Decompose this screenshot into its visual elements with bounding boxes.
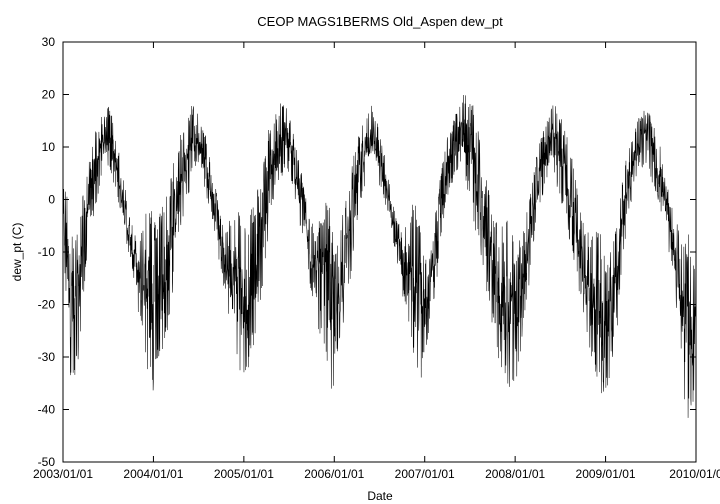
- y-tick-label: 0: [48, 193, 55, 207]
- chart-title: CEOP MAGS1BERMS Old_Aspen dew_pt: [257, 14, 503, 29]
- y-tick-label: 30: [42, 35, 56, 49]
- y-tick-label: -30: [38, 350, 56, 364]
- x-tick-label: 2007/01/01: [395, 467, 455, 481]
- x-tick-label: 2009/01/01: [576, 467, 636, 481]
- x-tick-label: 2004/01/01: [123, 467, 183, 481]
- x-tick-label: 2010/01/0: [669, 467, 720, 481]
- y-tick-label: -40: [38, 403, 56, 417]
- y-tick-label: -10: [38, 245, 56, 259]
- y-tick-label: -50: [38, 455, 56, 469]
- x-tick-label: 2005/01/01: [214, 467, 274, 481]
- y-axis: -50 -40 -30 -20 -10 0 10 20 30: [38, 35, 696, 469]
- y-tick-label: 10: [42, 140, 56, 154]
- x-tick-label: 2006/01/01: [304, 467, 364, 481]
- series-dew-pt: [62, 95, 697, 418]
- x-axis: 2003/01/01 2004/01/01 2005/01/01 2006/01/01…: [33, 42, 720, 481]
- y-axis-label: dew_pt (C): [10, 223, 24, 282]
- series-line-dew-pt: [62, 95, 697, 418]
- y-tick-label: -20: [38, 298, 56, 312]
- x-tick-label: 2008/01/01: [485, 467, 545, 481]
- x-axis-label: Date: [367, 489, 393, 503]
- x-tick-label: 2003/01/01: [33, 467, 93, 481]
- y-tick-label: 20: [42, 88, 56, 102]
